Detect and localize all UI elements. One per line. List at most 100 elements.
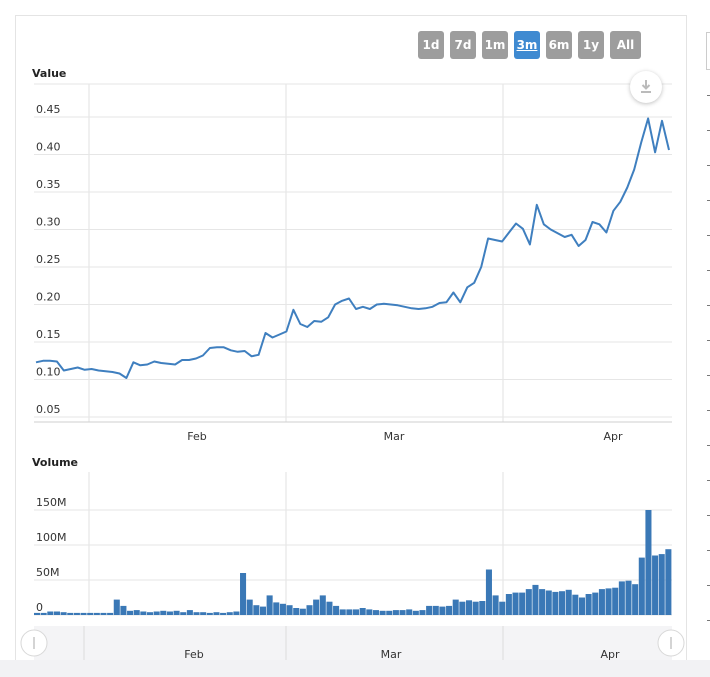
volume-bar (485, 569, 492, 615)
volume-bar (339, 609, 346, 615)
volume-bar (226, 612, 233, 615)
volume-bar (399, 610, 406, 615)
volume-bar (585, 594, 592, 615)
volume-bar (279, 603, 286, 615)
volume-bar (446, 605, 453, 615)
volume-chart: Volume 0 50M 100M 150M (32, 456, 672, 616)
export-button[interactable] (630, 71, 662, 103)
volume-bar (465, 600, 473, 615)
volume-bar (592, 592, 599, 615)
volume-y-tick-label: 150M (36, 496, 67, 509)
volume-bar (120, 605, 127, 615)
range-button-1d[interactable]: 1d (418, 31, 444, 59)
volume-bar (160, 610, 167, 615)
volume-bar (359, 608, 366, 615)
volume-bar (525, 589, 532, 615)
volume-bar (372, 610, 379, 615)
range-button-1y[interactable]: 1y (578, 31, 604, 59)
volume-bar (127, 610, 134, 615)
adjacent-tick (707, 480, 710, 481)
volume-bar (459, 601, 466, 615)
volume-bar (53, 611, 60, 615)
value-y-tick-label: 0.05 (36, 403, 61, 416)
volume-bar (578, 597, 586, 615)
volume-bar (419, 610, 426, 615)
volume-bar (499, 601, 506, 615)
range-button-6m[interactable]: 6m (546, 31, 572, 59)
range-button-1m[interactable]: 1m (482, 31, 508, 59)
adjacent-tick (707, 130, 710, 131)
volume-bar (638, 557, 645, 615)
volume-bar (133, 610, 140, 615)
value-x-tick-label: Feb (187, 430, 206, 443)
volume-bar (73, 612, 80, 615)
adjacent-tick (707, 585, 710, 586)
volume-bar (392, 610, 399, 615)
volume-bar (233, 611, 240, 615)
adjacent-tick (707, 95, 710, 96)
adjacent-tick (707, 515, 710, 516)
volume-bar (598, 589, 605, 615)
value-x-tick-label: Apr (603, 430, 623, 443)
volume-bar (605, 588, 612, 615)
chart-svg: Value 0.05 0.10 0.15 0.20 0.25 0.30 0.35 0.40 0.4… (20, 67, 685, 660)
volume-bar (87, 612, 94, 615)
volume-bar (353, 609, 360, 615)
range-button-all[interactable]: All (610, 31, 641, 59)
value-y-tick-label: 0.40 (36, 141, 61, 154)
adjacent-panel-box (706, 32, 710, 70)
volume-bar (293, 608, 300, 615)
volume-bar (67, 612, 74, 615)
volume-bar (34, 612, 41, 615)
adjacent-tick (707, 235, 710, 236)
adjacent-tick (707, 550, 710, 551)
adjacent-tick (707, 445, 710, 446)
volume-bar (186, 610, 193, 615)
value-series-line (35, 117, 670, 379)
volume-bar (559, 591, 566, 615)
navigator-background (34, 626, 672, 660)
volume-bar (153, 611, 160, 615)
volume-bar (200, 612, 207, 615)
volume-bar (412, 610, 419, 615)
value-y-tick-label: 0.45 (36, 103, 61, 116)
volume-bar (652, 555, 659, 615)
volume-bar (180, 612, 187, 615)
volume-bar (658, 554, 665, 615)
volume-bar (632, 584, 639, 615)
volume-bar (240, 573, 247, 615)
volume-bar (246, 599, 253, 615)
navigator-x-tick-label: Mar (381, 648, 402, 660)
value-y-tick-label: 0.20 (36, 291, 61, 304)
adjacent-tick (707, 165, 710, 166)
volume-bar (213, 612, 220, 615)
page-footer-band (0, 660, 710, 677)
range-button-7d[interactable]: 7d (450, 31, 476, 59)
navigator-x-tick-label: Feb (184, 648, 203, 660)
adjacent-tick (707, 200, 710, 201)
volume-y-tick-label: 0 (36, 601, 43, 614)
value-y-tick-label: 0.30 (36, 216, 61, 229)
value-y-tick-label: 0.25 (36, 253, 61, 266)
volume-bar (306, 605, 313, 615)
volume-bar (665, 549, 672, 615)
volume-bar (539, 589, 546, 615)
value-y-tick-label: 0.10 (36, 366, 61, 379)
volume-bar (346, 609, 353, 615)
volume-bar (173, 610, 180, 615)
volume-bar (80, 612, 87, 615)
volume-bar (326, 601, 333, 615)
value-y-tick-label: 0.15 (36, 328, 61, 341)
volume-bar (565, 589, 572, 615)
volume-bar (406, 609, 413, 615)
range-button-3m[interactable]: 3m (514, 31, 540, 59)
adjacent-tick (707, 270, 710, 271)
volume-bar (645, 510, 652, 615)
adjacent-tick (707, 340, 710, 341)
volume-bar (572, 594, 579, 615)
volume-bar (100, 612, 107, 615)
volume-bar (472, 601, 479, 615)
volume-bar (40, 612, 47, 615)
value-y-tick-label: 0.35 (36, 178, 61, 191)
adjacent-tick (707, 305, 710, 306)
